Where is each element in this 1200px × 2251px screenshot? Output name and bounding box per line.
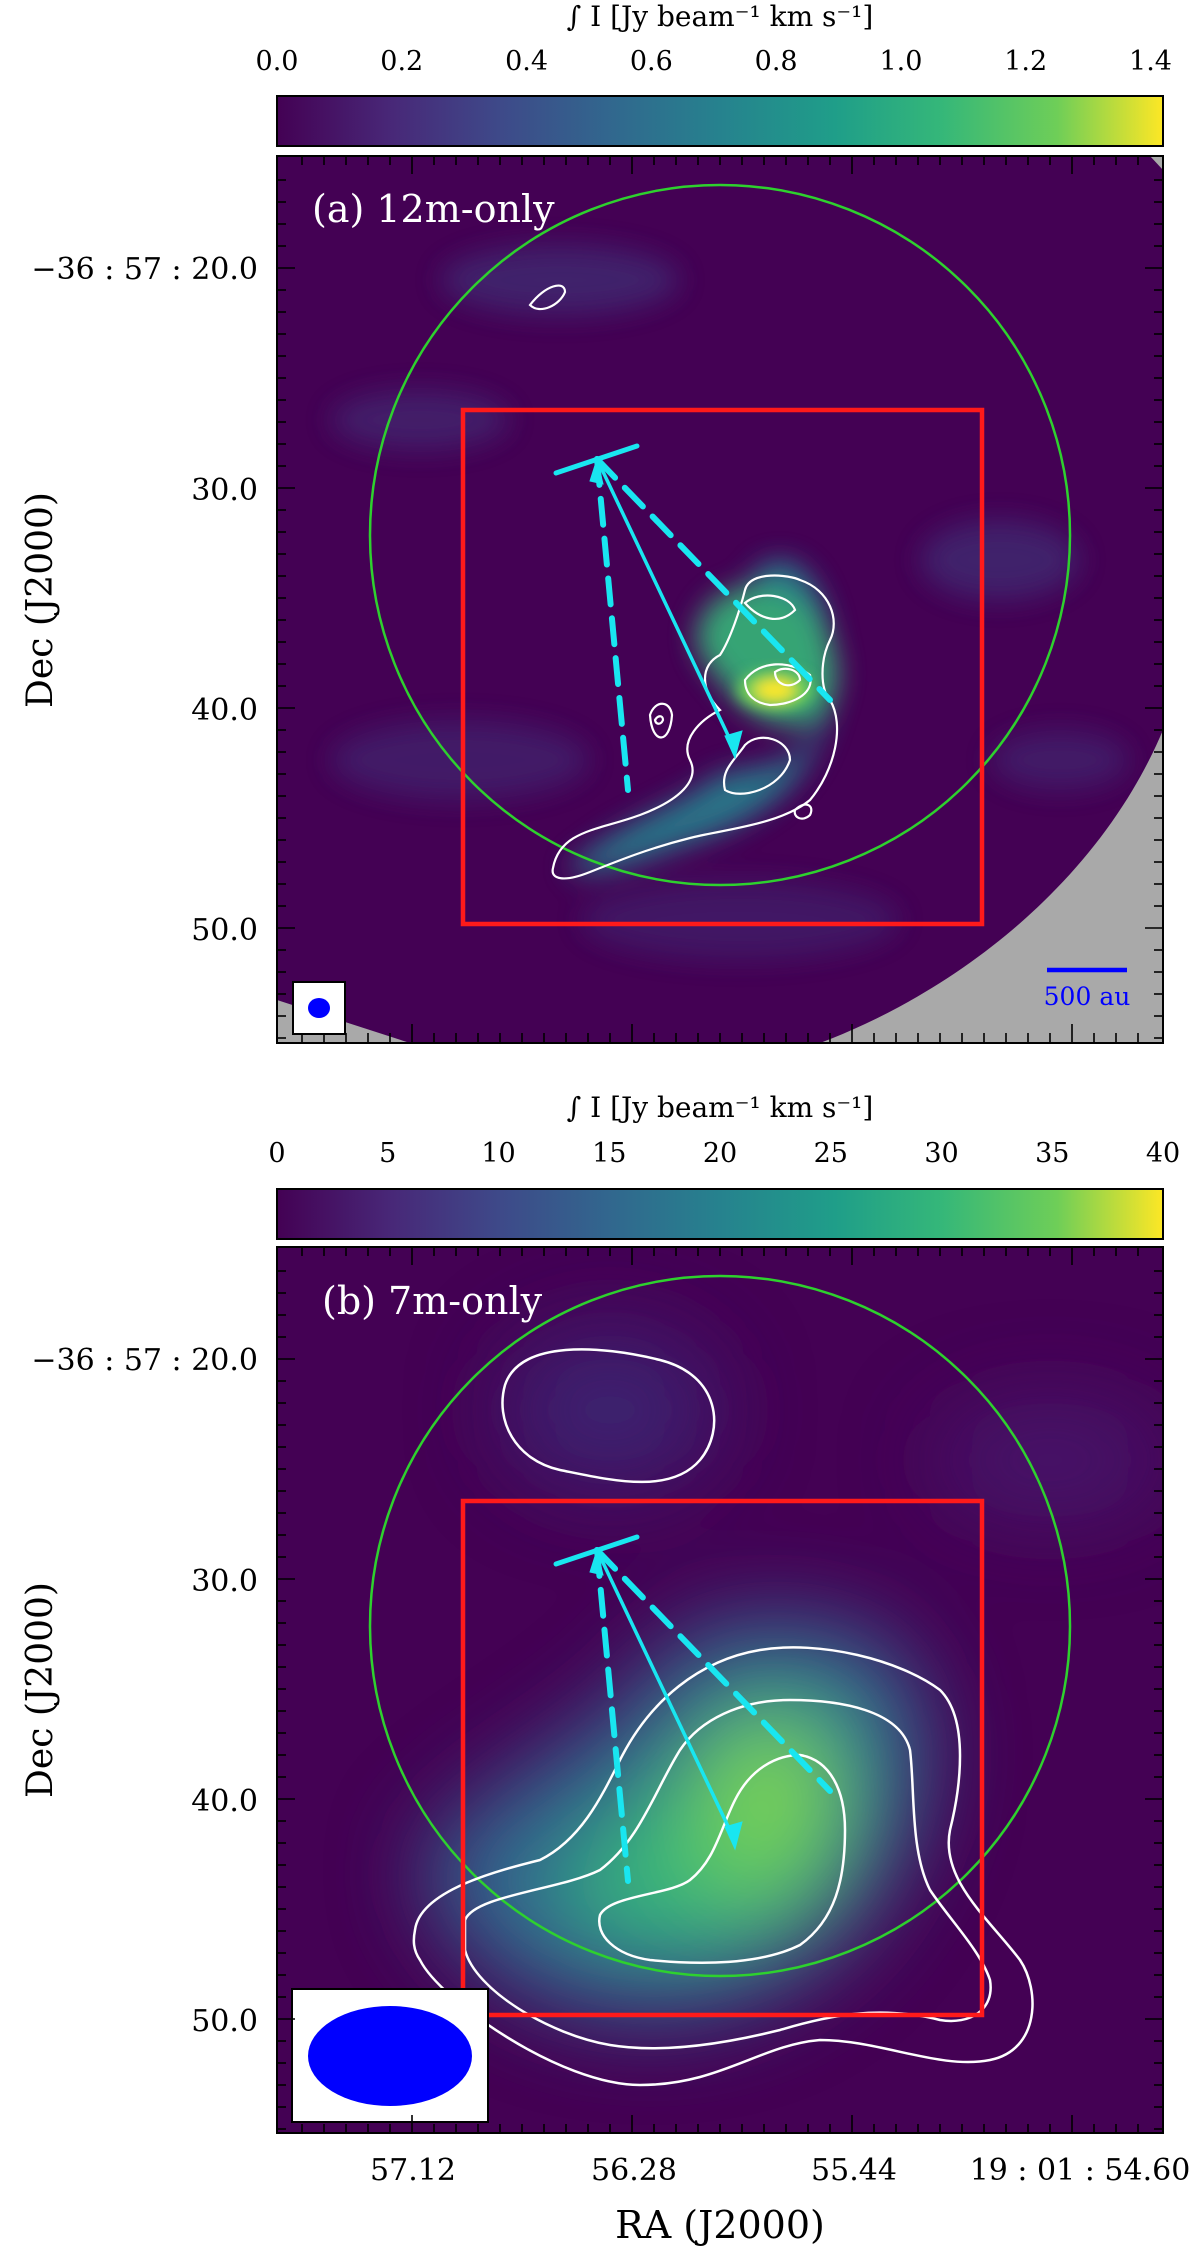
colorbar-b-label: ∫ I [Jy beam⁻¹ km s⁻¹]	[567, 1091, 874, 1124]
colorbar-tick-label: 1.4	[1129, 46, 1172, 77]
y-tick-label: −36 : 57 : 20.0	[31, 252, 258, 287]
colorbar-tick-label: 20	[703, 1138, 737, 1169]
colorbar-b	[276, 1188, 1164, 1240]
colorbar-tick-label: 40	[1146, 1138, 1180, 1169]
primary-beam-circle-a	[368, 183, 1072, 887]
beam-a	[308, 998, 330, 1018]
colorbar-tick-label: 0	[268, 1138, 285, 1169]
y-axis-label-a: Dec (J2000)	[20, 492, 61, 708]
x-tick-labels-b: 57.12 56.28 55.44 19 : 01 : 54.60	[370, 2153, 1190, 2188]
x-tick-label: 55.44	[811, 2153, 897, 2188]
map-b	[277, 1247, 1163, 2133]
y-axis-label-b: Dec (J2000)	[20, 1582, 61, 1798]
y-tick-label: 40.0	[191, 1784, 258, 1819]
colorbar-tick-label: 10	[481, 1138, 515, 1169]
beam-b	[308, 2006, 472, 2106]
colorbar-tick-label: 1.0	[879, 46, 922, 77]
y-tick-label: 50.0	[191, 2004, 258, 2039]
region-box-b	[460, 1498, 985, 2018]
region-box-a	[460, 407, 985, 927]
contours-a	[528, 284, 839, 880]
colorbar-tick-label: 35	[1035, 1138, 1069, 1169]
colorbar-tick-label: 30	[924, 1138, 958, 1169]
colorbar-tick-label: 25	[814, 1138, 848, 1169]
panel-a-label: (a) 12m-only	[312, 187, 555, 231]
colorbar-tick-label: 0.4	[505, 46, 548, 77]
map-a	[277, 156, 1163, 1043]
arrows-b	[553, 1534, 833, 1884]
arrows-a	[553, 443, 833, 793]
colorbar-tick-label: 0.2	[380, 46, 423, 77]
panel-b: ∫ I [Jy beam⁻¹ km s⁻¹] 0 5 10 15 20 25 30 35 40	[20, 1091, 1190, 2247]
y-tick-labels-b: −36 : 57 : 20.0 30.0 40.0 50.0	[31, 1343, 258, 2039]
panel-a: ∫ I [Jy beam⁻¹ km s⁻¹] 0.0 0.2 0.4 0.6 0.8 1.…	[20, 0, 1172, 1044]
colorbar-a	[276, 95, 1164, 147]
scale-bar-label: 500 au	[1044, 982, 1131, 1011]
contours-b	[412, 1348, 1034, 2087]
axis-ticks-a	[277, 156, 1163, 1042]
y-tick-labels-a: −36 : 57 : 20.0 30.0 40.0 50.0	[31, 252, 258, 948]
colorbar-tick-label: 0.8	[755, 46, 798, 77]
x-tick-label: 19 : 01 : 54.60	[970, 2153, 1191, 2188]
y-tick-label: 30.0	[191, 1564, 258, 1599]
primary-beam-circle-b	[368, 1274, 1072, 1978]
colorbar-a-label: ∫ I [Jy beam⁻¹ km s⁻¹]	[567, 0, 874, 33]
x-tick-label: 56.28	[591, 2153, 677, 2188]
y-tick-label: 50.0	[191, 913, 258, 948]
y-tick-label: −36 : 57 : 20.0	[31, 1343, 258, 1378]
colorbar-tick-label: 1.2	[1004, 46, 1047, 77]
axis-ticks-b	[277, 1247, 1163, 2133]
y-tick-label: 30.0	[191, 473, 258, 508]
colorbar-tick-label: 0.0	[256, 46, 299, 77]
colorbar-tick-label: 5	[379, 1138, 396, 1169]
x-tick-label: 57.12	[370, 2153, 456, 2188]
x-axis-label-b: RA (J2000)	[615, 2203, 825, 2247]
y-tick-label: 40.0	[191, 693, 258, 728]
colorbar-a-ticks: 0.0 0.2 0.4 0.6 0.8 1.0 1.2 1.4	[256, 46, 1172, 106]
colorbar-tick-label: 0.6	[630, 46, 673, 77]
panel-b-label: (b) 7m-only	[322, 1279, 543, 1323]
colorbar-tick-label: 15	[592, 1138, 626, 1169]
